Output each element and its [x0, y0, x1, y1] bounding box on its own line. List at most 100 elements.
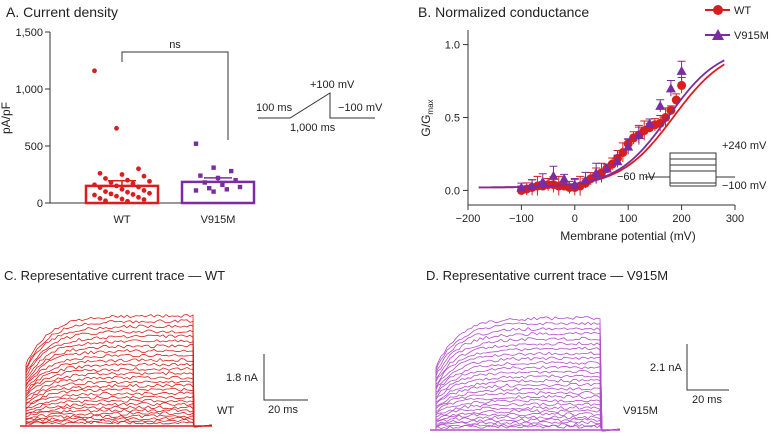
panel-b-plot	[478, 59, 725, 196]
point-v915m	[591, 167, 602, 177]
data-point	[125, 198, 130, 204]
current-sweep	[20, 314, 213, 428]
current-sweep	[430, 336, 621, 432]
panel-d: D. Representative current trace — V915M …	[426, 268, 729, 432]
point-v915m	[537, 176, 548, 186]
data-point	[103, 198, 108, 204]
current-sweep	[430, 356, 621, 432]
current-sweep	[20, 387, 213, 428]
current-sweep	[20, 380, 213, 428]
point-v915m	[644, 118, 655, 128]
b-xtick-label: 200	[672, 213, 690, 225]
significance-label: ns	[169, 39, 181, 51]
point-v915m	[548, 170, 559, 180]
data-point	[114, 183, 119, 189]
data-point	[97, 185, 103, 191]
b-ytick-label: 0.0	[445, 185, 460, 197]
panel-b-axes: −200 −100 0 100 200 300 0.0 0.5 1.0	[445, 40, 744, 225]
data-point	[229, 168, 234, 174]
data-point	[141, 173, 147, 179]
current-sweep	[20, 391, 213, 428]
current-sweep	[20, 319, 213, 428]
panel-c-title: C. Representative current trace — WT	[4, 268, 225, 283]
panel-d-scale-bar	[686, 344, 729, 391]
a-ytick-label: 1,500	[15, 27, 43, 39]
current-sweep	[430, 418, 621, 432]
b-xtick-label: 100	[619, 213, 637, 225]
current-sweep	[430, 398, 621, 432]
protocol-a-holding: −100 mV	[338, 102, 383, 114]
data-point	[130, 192, 136, 197]
current-sweep	[20, 414, 213, 428]
data-point	[211, 165, 216, 170]
current-sweep	[20, 357, 213, 428]
current-sweep	[430, 391, 621, 432]
data-point	[108, 191, 114, 197]
current-sweep	[430, 387, 621, 432]
current-sweep	[430, 370, 621, 432]
panel-b-y-label-main: G/G	[419, 115, 433, 137]
a-ytick-label: 500	[25, 141, 43, 153]
point-v915m	[633, 130, 644, 139]
panel-a-y-label: pA/pF	[0, 102, 13, 134]
data-point	[92, 68, 97, 74]
data-point	[108, 180, 114, 185]
data-point	[198, 173, 203, 178]
significance-bracket	[121, 51, 229, 140]
current-sweep	[20, 383, 213, 428]
protocol-b-top: +240 mV	[722, 140, 767, 152]
panel-c-scale-x: 20 ms	[268, 404, 298, 416]
current-sweep	[20, 329, 213, 428]
data-point	[202, 180, 207, 185]
data-point	[141, 188, 147, 193]
panel-b: B. Normalized conductance −200 −100 0 100 20…	[418, 4, 769, 243]
data-point	[125, 177, 130, 183]
protocol-a-duration: 1,000 ms	[290, 122, 336, 134]
panel-a-bars	[84, 68, 256, 205]
panel-b-y-label: G/Gmax	[419, 99, 435, 136]
data-point	[130, 181, 136, 187]
data-point	[141, 197, 147, 202]
legend-v915m-label: V915M	[734, 30, 769, 42]
current-sweep	[20, 395, 213, 428]
current-sweep	[20, 411, 213, 428]
panel-d-title: D. Representative current trace — V915M	[426, 268, 668, 283]
point-v915m	[516, 182, 527, 192]
data-point	[237, 184, 243, 190]
data-point	[233, 178, 238, 183]
data-point	[211, 189, 216, 194]
panel-c-traces	[20, 314, 213, 428]
point-wt	[677, 80, 687, 90]
data-point	[92, 182, 97, 188]
panel-b-x-label: Membrane potential (mV)	[560, 229, 695, 243]
data-point	[125, 189, 130, 195]
panel-c-scale-bar	[263, 354, 308, 401]
b-xtick-label: −100	[509, 213, 534, 225]
current-sweep	[430, 422, 621, 432]
data-point	[136, 166, 141, 172]
data-point	[147, 178, 152, 184]
current-sweep	[20, 362, 213, 428]
panel-c-scale-y: 1.8 nA	[226, 372, 258, 384]
a-ytick-label: 0	[37, 198, 43, 210]
data-point	[103, 176, 108, 181]
point-v915m	[580, 175, 591, 185]
panel-c-label: WT	[217, 405, 234, 417]
protocol-a-waveform	[258, 92, 375, 119]
current-sweep	[430, 316, 621, 432]
point-v915m	[676, 65, 687, 75]
current-sweep	[430, 415, 621, 432]
data-point	[193, 141, 199, 146]
protocol-b-waveform	[645, 152, 735, 187]
current-sweep	[20, 420, 213, 428]
data-point	[215, 175, 221, 181]
data-point	[119, 196, 125, 202]
protocol-b-bottom: −100 mV	[722, 180, 767, 192]
current-sweep	[430, 382, 621, 432]
current-sweep	[20, 375, 213, 428]
current-sweep	[20, 402, 213, 428]
panel-d-traces	[430, 316, 621, 432]
panel-b-y-label-sub: max	[426, 99, 435, 114]
